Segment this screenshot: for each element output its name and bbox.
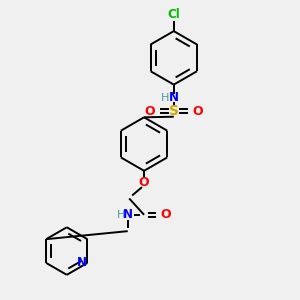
Text: N: N xyxy=(169,92,179,104)
Text: N: N xyxy=(76,256,86,269)
Text: Cl: Cl xyxy=(167,8,180,21)
Text: H: H xyxy=(117,210,125,220)
Text: O: O xyxy=(144,105,155,118)
Text: O: O xyxy=(193,105,203,118)
Text: O: O xyxy=(160,208,171,221)
Text: O: O xyxy=(139,176,149,189)
Text: S: S xyxy=(169,104,179,118)
Text: H: H xyxy=(161,93,169,103)
Text: N: N xyxy=(123,208,133,221)
